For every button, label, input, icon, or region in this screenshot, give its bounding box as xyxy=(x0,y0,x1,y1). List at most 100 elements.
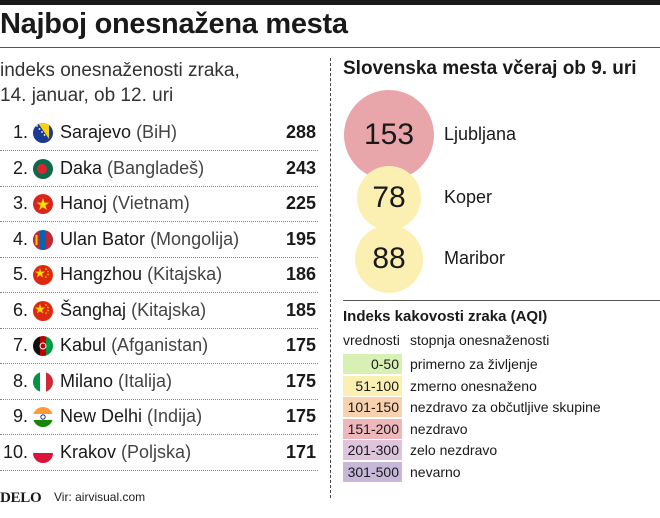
rank-number: 4. xyxy=(12,228,28,249)
legend-level: primerno za življenje xyxy=(410,356,538,372)
china-flag-icon xyxy=(33,265,53,285)
country-label: (Bangladeš) xyxy=(107,157,205,178)
rank-number: 9. xyxy=(12,406,28,426)
aqi-value: 288 xyxy=(285,122,316,142)
table-row: 10. Krakov (Poljska) 171 xyxy=(0,436,318,471)
bubble-city-label: Koper xyxy=(444,187,493,207)
row-divider xyxy=(0,221,318,222)
legend-rule xyxy=(343,300,660,301)
table-row: 8. Milano (Italija) 175 xyxy=(0,365,318,400)
italy-flag-icon xyxy=(33,371,53,392)
city-name: Milano (Italija) xyxy=(60,371,172,392)
legend-level: nezdravo xyxy=(410,420,468,437)
legend-range: 0-50 xyxy=(343,354,402,374)
source-note: Vir: airvisual.com xyxy=(54,490,146,504)
legend-header-values: vrednosti xyxy=(343,332,400,348)
china-flag-icon xyxy=(33,300,53,321)
country-label: (Mongolija) xyxy=(150,228,240,249)
aqi-bubble: 88 xyxy=(355,225,423,293)
rank-number: 7. xyxy=(12,335,28,355)
country-label: (Indija) xyxy=(147,406,203,426)
table-row: 1. Sarajevo (BiH) 288 xyxy=(0,116,318,151)
city-name: Sarajevo (BiH) xyxy=(60,122,177,143)
subtitle-line-1: indeks onesnaženosti zraka, xyxy=(0,60,240,81)
row-divider xyxy=(0,469,318,471)
country-label: (Afganistan) xyxy=(111,335,209,355)
poland-flag-icon xyxy=(33,442,53,463)
india-flag-icon xyxy=(33,407,53,427)
country-label: (Italija) xyxy=(118,370,173,391)
footer: DELO Vir: airvisual.com xyxy=(0,489,145,507)
vietnam-flag-icon xyxy=(33,194,53,214)
aqi-value: 195 xyxy=(285,228,316,249)
aqi-value: 175 xyxy=(285,370,316,391)
country-label: (Poljska) xyxy=(121,441,192,462)
bubble-city-label: Maribor xyxy=(444,248,506,268)
rank-number: 5. xyxy=(12,264,28,284)
city-label: Ulan Bator xyxy=(60,228,146,249)
bosnia-flag-icon xyxy=(33,123,53,143)
aqi-value: 185 xyxy=(285,299,316,320)
country-label: (BiH) xyxy=(136,122,178,142)
aqi-value: 243 xyxy=(285,157,316,178)
row-divider xyxy=(0,256,318,258)
city-label: Kabul xyxy=(60,335,107,355)
title-rule xyxy=(0,47,660,48)
aqi-value: 225 xyxy=(285,193,316,213)
row-divider xyxy=(0,434,318,435)
subtitle: indeks onesnaženosti zraka, 14. januar, … xyxy=(0,58,240,108)
table-row: 9. New Delhi (Indija) 175 xyxy=(0,400,318,435)
legend-level: zmerno onesnaženo xyxy=(410,377,537,394)
country-label: (Kitajska) xyxy=(147,264,223,284)
row-divider xyxy=(0,185,318,187)
city-name: Hangzhou (Kitajska) xyxy=(60,264,222,285)
city-name: Hanoj (Vietnam) xyxy=(60,193,190,214)
bubble-city-label: Ljubljana xyxy=(444,124,517,144)
row-divider xyxy=(0,398,318,400)
city-label: Hanoj xyxy=(60,193,108,213)
table-row: 5. Hangzhou (Kitajska) 186 xyxy=(0,258,318,293)
rank-number: 6. xyxy=(12,299,28,320)
table-row: 2. Daka (Bangladeš) 243 xyxy=(0,152,318,187)
aqi-value: 171 xyxy=(285,441,316,462)
table-row: 4. Ulan Bator (Mongolija) 195 xyxy=(0,223,318,258)
city-name: Kabul (Afganistan) xyxy=(60,335,208,356)
rank-number: 1. xyxy=(12,122,28,142)
afghanistan-flag-icon xyxy=(33,336,53,356)
city-label: Hangzhou xyxy=(60,264,143,284)
aqi-value: 175 xyxy=(285,406,316,426)
delo-logo: DELO xyxy=(0,490,42,506)
country-label: (Kitajska) xyxy=(131,299,207,320)
city-label: New Delhi xyxy=(60,406,143,426)
legend-range: 151-200 xyxy=(343,418,402,439)
legend-range: 201-300 xyxy=(343,440,402,460)
city-label: Milano xyxy=(60,370,114,391)
row-divider xyxy=(0,292,318,293)
city-name: Daka (Bangladeš) xyxy=(60,158,204,179)
country-label: (Vietnam) xyxy=(112,193,190,213)
city-label: Šanghaj xyxy=(60,299,127,320)
rank-number: 10. xyxy=(2,441,28,462)
subtitle-line-2: 14. januar, ob 12. uri xyxy=(0,85,174,106)
city-name: Ulan Bator (Mongolija) xyxy=(60,229,239,250)
rank-number: 8. xyxy=(12,370,28,391)
legend-range: 101-150 xyxy=(343,397,402,417)
city-name: Šanghaj (Kitajska) xyxy=(60,300,206,321)
city-name: New Delhi (Indija) xyxy=(60,406,202,427)
table-row: 7. Kabul (Afganistan) 175 xyxy=(0,329,318,364)
top-bar xyxy=(0,0,660,5)
table-row: 3. Hanoj (Vietnam) 225 xyxy=(0,187,318,222)
legend-level: nezdravo za občutljive skupine xyxy=(410,399,601,415)
city-label: Sarajevo xyxy=(60,122,132,142)
row-divider xyxy=(0,327,318,329)
aqi-bubble: 78 xyxy=(357,166,421,230)
city-label: Krakov xyxy=(60,441,117,462)
rank-number: 2. xyxy=(12,157,28,178)
legend-range: 51-100 xyxy=(343,375,402,396)
bangladesh-flag-icon xyxy=(33,158,53,179)
rank-number: 3. xyxy=(12,193,28,213)
city-name: Krakov (Poljska) xyxy=(60,442,191,463)
table-row: 6. Šanghaj (Kitajska) 185 xyxy=(0,294,318,329)
aqi-bubble: 153 xyxy=(344,90,434,180)
legend-range: 301-500 xyxy=(343,461,402,482)
